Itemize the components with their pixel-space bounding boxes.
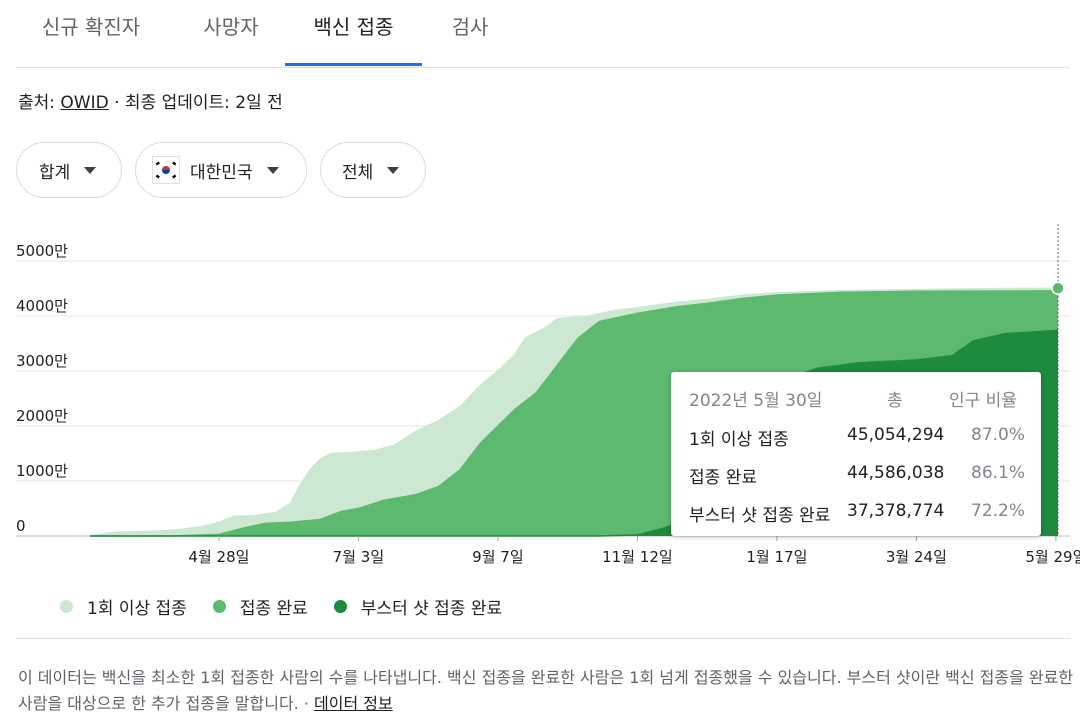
y-tick-label: 5000만 <box>16 242 68 260</box>
x-tick-label: 11월 12일 <box>602 548 673 566</box>
x-tick-label: 5월 29일 <box>1025 548 1080 566</box>
legend-swatch <box>60 600 73 613</box>
source-line: 출처: OWID · 최종 업데이트: 2일 전 <box>18 88 283 113</box>
last-updated: · 최종 업데이트: 2일 전 <box>108 93 283 113</box>
tooltip-row-total: 45,054,294 <box>847 425 945 445</box>
tooltip-row-label: 접종 완료 <box>689 468 757 488</box>
chart-legend: 1회 이상 접종 접종 완료 부스터 샷 접종 완료 <box>60 594 528 619</box>
y-tick-label: 1000만 <box>16 462 68 480</box>
tab-deaths[interactable]: 사망자 <box>203 15 259 39</box>
tooltip-row-ratio: 72.2% <box>971 501 1026 521</box>
tooltip-row-total: 37,378,774 <box>847 501 945 521</box>
chart-tooltip: 2022년 5월 30일 총 인구 비율 1회 이상 접종 45,054,294… <box>671 372 1041 536</box>
tab-new-cases[interactable]: 신규 확진자 <box>41 15 141 39</box>
y-tick-label: 3000만 <box>16 352 68 370</box>
tooltip-date: 2022년 5월 30일 <box>689 391 823 411</box>
dropdown-caret-icon <box>84 166 97 174</box>
country-dropdown[interactable]: 대한민국 <box>135 142 307 198</box>
tooltip-header-ratio: 인구 비율 <box>949 391 1017 411</box>
y-tick-label: 0 <box>16 517 26 535</box>
hover-marker <box>1051 281 1065 295</box>
scope-dropdown-label: 전체 <box>342 162 374 183</box>
country-dropdown-label: 대한민국 <box>190 162 253 183</box>
footnote-separator: · <box>298 694 315 713</box>
tab-bar: 신규 확진자 사망자 백신 접종 검사 <box>16 0 1070 68</box>
y-tick-label: 2000만 <box>16 407 68 425</box>
dropdown-caret-icon <box>266 166 279 174</box>
metric-dropdown-label: 합계 <box>39 162 71 183</box>
legend-label: 1회 이상 접종 <box>87 599 187 619</box>
tooltip-row-total: 44,586,038 <box>847 463 945 483</box>
legend-item-booster[interactable]: 부스터 샷 접종 완료 <box>333 594 503 619</box>
x-tick-label: 3월 24일 <box>886 548 947 566</box>
tooltip-row-label: 부스터 샷 접종 완료 <box>689 506 831 526</box>
legend-item-fully-vaccinated[interactable]: 접종 완료 <box>212 594 308 619</box>
area-at-least-one-dose-line <box>89 287 1059 537</box>
dropdown-caret-icon <box>387 166 400 174</box>
metric-dropdown[interactable]: 합계 <box>16 142 122 198</box>
legend-item-at-least-one-dose[interactable]: 1회 이상 접종 <box>60 594 187 619</box>
tooltip-header-total: 총 <box>887 391 903 411</box>
footnote: 이 데이터는 백신을 최소한 1회 접종한 사람의 수를 나타냅니다. 백신 접… <box>18 665 1074 717</box>
source-prefix: 출처: <box>18 93 61 113</box>
legend-swatch <box>333 600 347 613</box>
legend-label: 부스터 샷 접종 완료 <box>360 599 503 619</box>
y-tick-label: 4000만 <box>16 297 68 315</box>
area-fully-vaccinated-line <box>90 290 1059 537</box>
x-tick-label: 7월 3일 <box>333 548 384 566</box>
tab-vaccinations[interactable]: 백신 접종 <box>285 0 422 66</box>
tooltip-row-ratio: 87.0% <box>971 425 1026 445</box>
x-tick-label: 9월 7일 <box>472 548 523 566</box>
tooltip-row-label: 1회 이상 접종 <box>689 430 789 450</box>
divider <box>16 638 1070 639</box>
active-tab-indicator <box>285 63 422 66</box>
legend-swatch <box>212 600 226 613</box>
footnote-text: 이 데이터는 백신을 최소한 1회 접종한 사람의 수를 나타냅니다. 백신 접… <box>18 668 1074 713</box>
scope-dropdown[interactable]: 전체 <box>320 142 426 198</box>
x-tick-label: 1월 17일 <box>746 548 807 566</box>
tab-testing[interactable]: 검사 <box>451 15 489 39</box>
x-tick-label: 4월 28일 <box>188 548 249 566</box>
data-info-link[interactable]: 데이터 정보 <box>314 694 393 713</box>
tab-vaccinations-label: 백신 접종 <box>313 15 394 39</box>
tooltip-row-ratio: 86.1% <box>971 463 1026 483</box>
legend-label: 접종 완료 <box>239 599 308 619</box>
south-korea-flag-icon <box>152 156 180 184</box>
source-link[interactable]: OWID <box>60 93 109 113</box>
